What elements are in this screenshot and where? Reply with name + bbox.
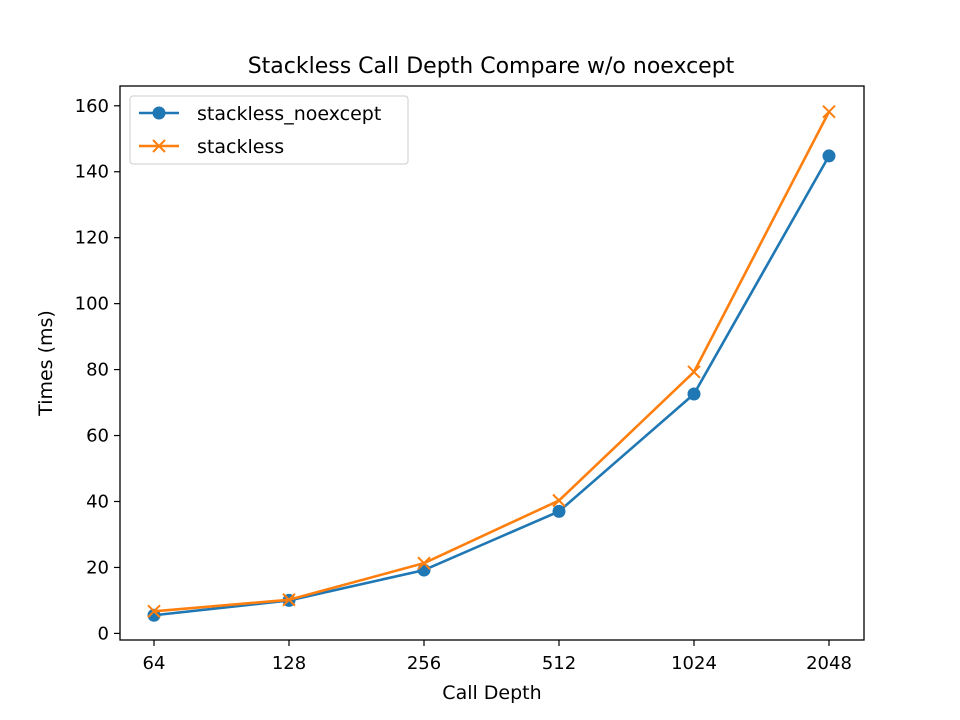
y-tick-label: 120 [75, 228, 109, 249]
x-tick-label: 64 [143, 653, 166, 674]
y-axis-ticks: 0 20 40 60 80 100 120 140 160 [75, 96, 120, 644]
data-point-stackless [147, 604, 161, 619]
x-tick-label: 512 [542, 653, 576, 674]
legend-label-stackless: stackless [197, 136, 284, 158]
data-point-stackless-noexcept [822, 149, 836, 163]
y-tick-label: 160 [75, 96, 109, 117]
y-axis-label: Times (ms) [35, 310, 57, 417]
data-point-stackless-noexcept [687, 387, 701, 401]
y-tick-label: 40 [86, 492, 109, 513]
x-tick-label: 2048 [806, 653, 852, 674]
x-tick-label: 128 [272, 653, 306, 674]
plot-area [147, 105, 836, 622]
series-line-stackless-noexcept [153, 155, 831, 617]
data-point-stackless [822, 105, 836, 119]
legend-marker-stackless [152, 139, 166, 153]
x-axis-ticks: 64 128 256 512 1024 2048 [143, 640, 852, 674]
y-tick-label: 80 [86, 360, 109, 381]
x-tick-label: 1024 [671, 653, 717, 674]
y-tick-label: 0 [98, 623, 109, 644]
x-axis-label: Call Depth [442, 682, 541, 704]
x-tick-label: 256 [407, 653, 441, 674]
y-tick-label: 140 [75, 162, 109, 183]
legend: stackless_noexcept stackless [129, 95, 409, 165]
data-point-stackless [417, 556, 431, 570]
y-tick-label: 20 [86, 557, 109, 578]
y-tick-label: 60 [86, 426, 109, 447]
legend-marker-stackless-noexcept [152, 106, 166, 120]
chart-title: Stackless Call Depth Compare w/o noexcep… [248, 54, 735, 79]
series-layer [147, 105, 836, 622]
data-point-stackless [552, 493, 566, 508]
data-point-stackless [687, 365, 701, 379]
legend-box [129, 95, 409, 165]
data-point-stackless [282, 593, 296, 607]
data-point-stackless-noexcept [552, 504, 566, 518]
y-tick-label: 100 [75, 294, 109, 315]
series-line-stackless [153, 111, 831, 613]
axes-frame [119, 85, 865, 641]
legend-label-stackless-noexcept: stackless_noexcept [197, 103, 381, 125]
